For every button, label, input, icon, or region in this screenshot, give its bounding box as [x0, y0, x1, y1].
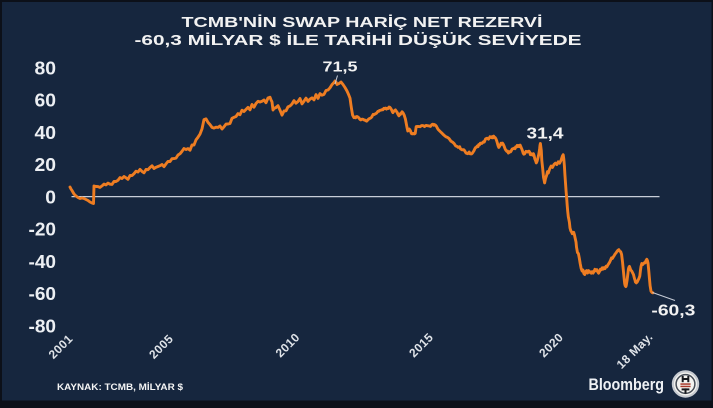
svg-text:-80: -80	[29, 316, 57, 336]
svg-text:20: 20	[35, 155, 57, 175]
svg-text:-60: -60	[29, 284, 57, 304]
svg-text:40: 40	[35, 123, 57, 143]
svg-text:0: 0	[45, 187, 56, 207]
svg-text:-40: -40	[29, 252, 57, 272]
svg-text:71,5: 71,5	[323, 59, 358, 76]
svg-text:TCMB'NİN SWAP HARİÇ NET REZERV: TCMB'NİN SWAP HARİÇ NET REZERVİ	[182, 14, 543, 31]
svg-text:-60,3 MİLYAR $ İLE TARİHİ DÜŞÜ: -60,3 MİLYAR $ İLE TARİHİ DÜŞÜK SEVİYEDE	[135, 32, 582, 49]
svg-text:-60,3: -60,3	[651, 303, 695, 320]
svg-text:80: 80	[35, 58, 57, 78]
svg-text:60: 60	[35, 91, 57, 111]
svg-text:Bloomberg: Bloomberg	[589, 376, 665, 394]
svg-text:KAYNAK: TCMB, MİLYAR $: KAYNAK: TCMB, MİLYAR $	[57, 382, 183, 392]
svg-text:-20: -20	[29, 220, 57, 240]
svg-text:31,4: 31,4	[527, 126, 564, 143]
